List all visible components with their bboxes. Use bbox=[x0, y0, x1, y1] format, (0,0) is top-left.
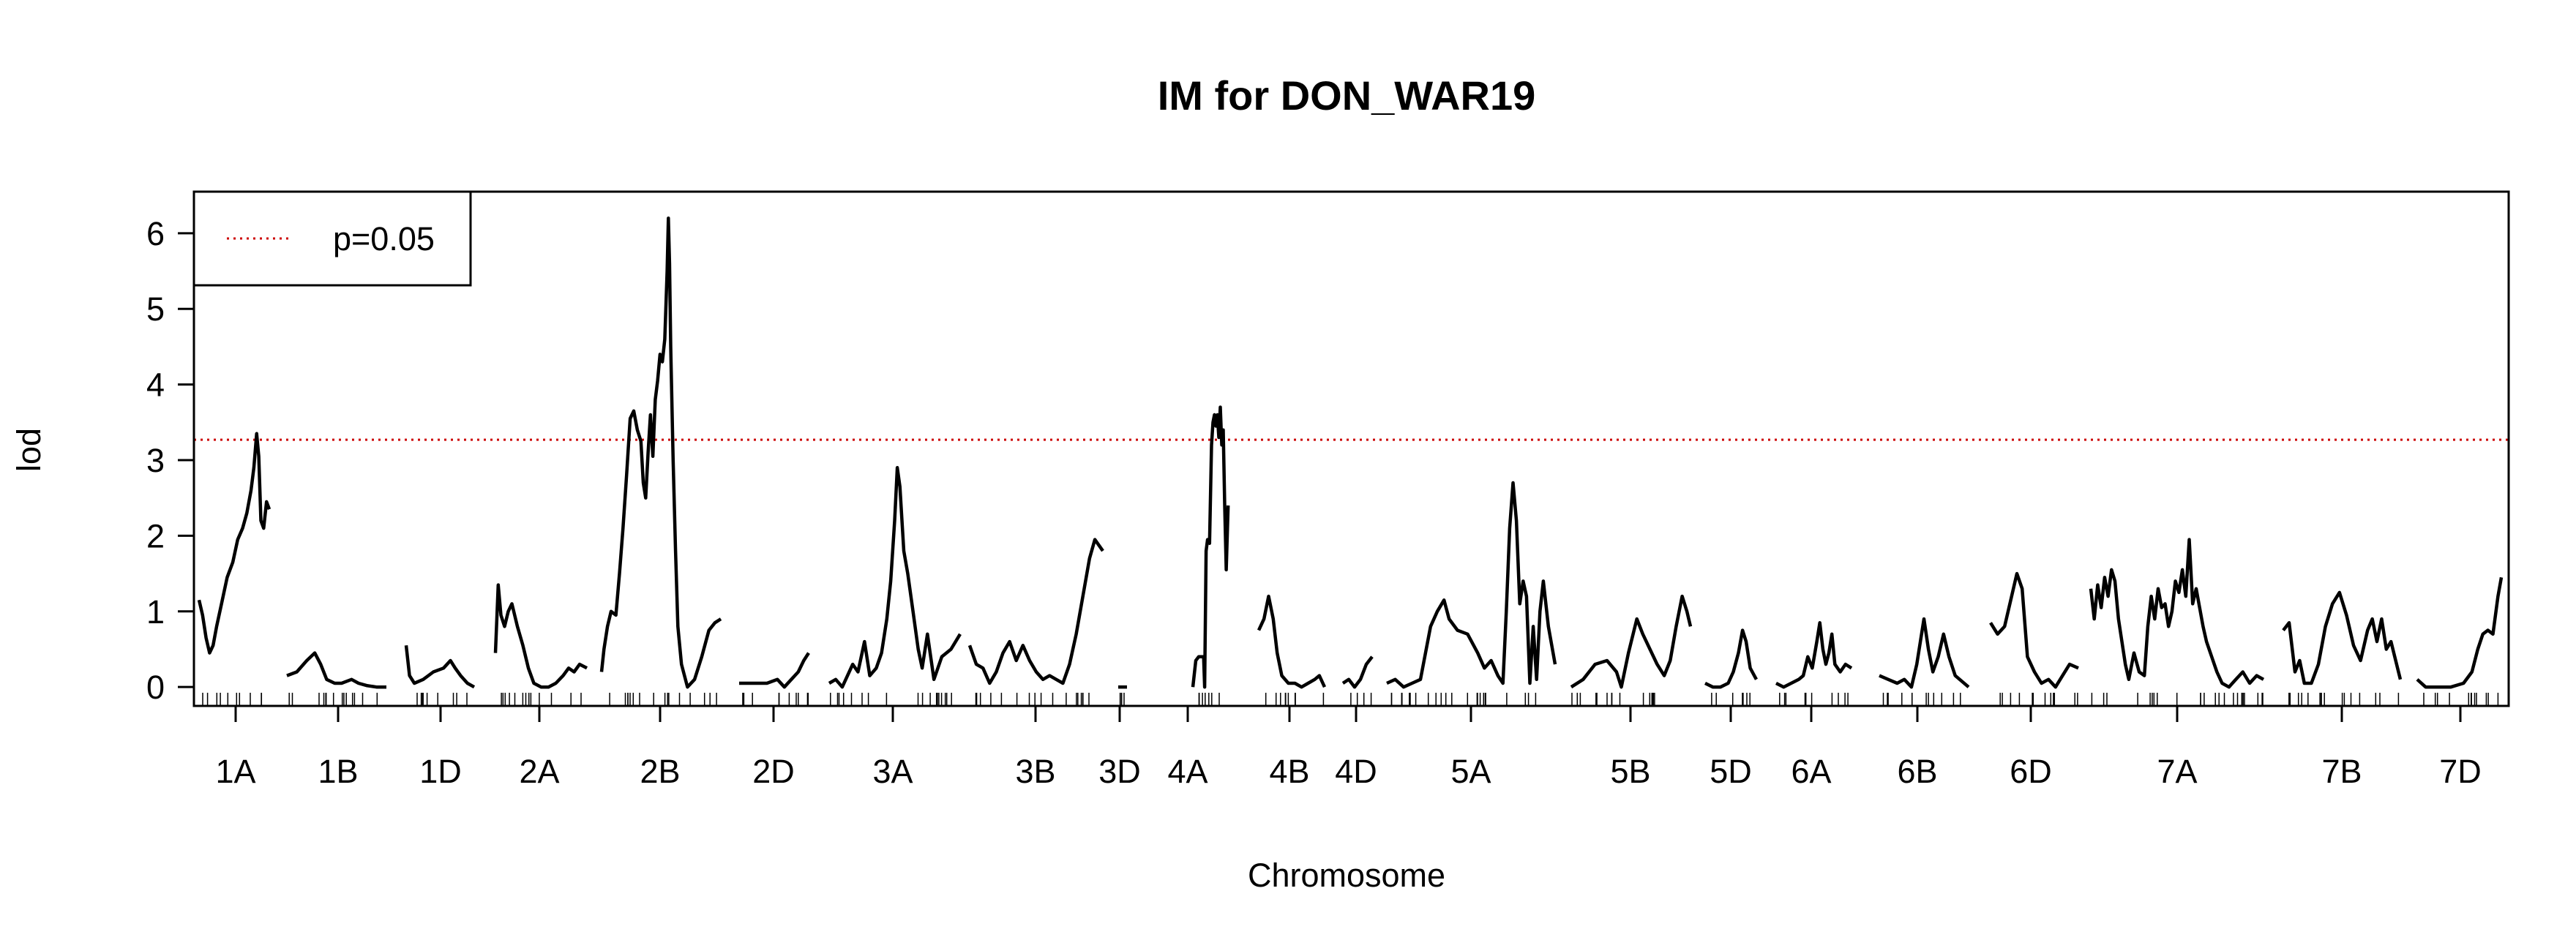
x-tick-label-3a: 3A bbox=[872, 753, 913, 790]
lod-curve-4b bbox=[1257, 594, 1327, 689]
y-tick-label: 0 bbox=[146, 669, 165, 706]
marker-rug-2b bbox=[609, 693, 717, 706]
marker-rug-1d bbox=[416, 693, 468, 706]
marker-rug-2a bbox=[501, 693, 582, 706]
lod-curve-4d bbox=[1341, 655, 1374, 689]
plot-frame bbox=[192, 190, 2510, 707]
lod-curve-6a bbox=[1775, 621, 1853, 689]
marker-rug-6d bbox=[1999, 693, 2078, 706]
lod-curve-7b bbox=[2282, 590, 2403, 685]
marker-rug-3d bbox=[1119, 693, 1125, 706]
y-tick-label: 3 bbox=[146, 442, 165, 479]
x-tick-label-5a: 5A bbox=[1450, 753, 1491, 790]
legend-label-threshold: p=0.05 bbox=[333, 220, 435, 257]
marker-rug-6b bbox=[1882, 693, 1961, 706]
y-tick-label: 6 bbox=[146, 215, 165, 252]
lod-curve-6d bbox=[1989, 571, 2079, 689]
plot-layer: 0 1 2 3 4 5 6 1A 1B 1D 2A 2B 2D 3A 3B 3D 4A 4B 4D 5A 5B 5D 6A 6… bbox=[146, 215, 2509, 790]
x-tick-label-5d: 5D bbox=[1710, 753, 1752, 790]
marker-rug-6a bbox=[1779, 693, 1849, 706]
lod-curve-3a bbox=[828, 466, 962, 689]
marker-rug-1a bbox=[202, 693, 263, 706]
marker-rug-7b bbox=[2288, 693, 2400, 706]
x-tick-label-5b: 5B bbox=[1610, 753, 1650, 790]
marker-rug-5b bbox=[1571, 693, 1655, 706]
x-tick-label-4a: 4A bbox=[1167, 753, 1208, 790]
lod-curve-2b bbox=[599, 216, 722, 689]
y-tick-label: 4 bbox=[146, 366, 165, 404]
lod-curve-1b bbox=[286, 651, 386, 689]
y-tick-label: 5 bbox=[146, 290, 165, 328]
marker-rug-2d bbox=[742, 693, 809, 706]
x-tick-label-2d: 2D bbox=[752, 753, 795, 790]
lod-curve-3b bbox=[967, 538, 1104, 685]
marker-rug-7a bbox=[2091, 693, 2264, 706]
x-tick-label-6a: 6A bbox=[1791, 753, 1831, 790]
chart-title: IM for DON_WAR19 bbox=[1158, 72, 1536, 119]
x-tick-label-2a: 2A bbox=[519, 753, 559, 790]
marker-rug-4b bbox=[1265, 693, 1325, 706]
y-axis-label: lod bbox=[10, 428, 48, 472]
marker-rug-4d bbox=[1350, 693, 1372, 706]
lod-curve-5d bbox=[1704, 628, 1758, 689]
x-tick-label-3b: 3B bbox=[1015, 753, 1055, 790]
x-tick-label-7b: 7B bbox=[2321, 753, 2362, 790]
x-tick-label-4d: 4D bbox=[1335, 753, 1377, 790]
x-tick-label-2b: 2B bbox=[640, 753, 680, 790]
lod-curve-7d bbox=[2416, 576, 2504, 689]
y-tick-label: 1 bbox=[146, 593, 165, 631]
lod-curve-1a bbox=[197, 432, 272, 655]
marker-rug-3a bbox=[830, 693, 952, 706]
lod-curve-2d bbox=[739, 652, 810, 689]
lod-curve-2a bbox=[493, 583, 588, 689]
x-tick-label-1b: 1B bbox=[318, 753, 358, 790]
marker-rug-1b bbox=[288, 693, 378, 706]
x-tick-label-4b: 4B bbox=[1269, 753, 1309, 790]
marker-rug-4a bbox=[1198, 693, 1220, 706]
y-tick-label: 2 bbox=[146, 517, 165, 554]
x-tick-label-3d: 3D bbox=[1098, 753, 1141, 790]
lod-curve-7a bbox=[2089, 538, 2265, 689]
x-tick-label-1a: 1A bbox=[215, 753, 255, 790]
lod-curve-4a bbox=[1191, 405, 1230, 689]
lod-curve-1d bbox=[404, 645, 476, 689]
legend: p=0.05 bbox=[192, 190, 472, 287]
marker-rug-5d bbox=[1711, 693, 1751, 706]
x-tick-label-6d: 6D bbox=[2010, 753, 2052, 790]
x-tick-label-1d: 1D bbox=[419, 753, 462, 790]
x-axis-label: Chromosome bbox=[1248, 857, 1445, 894]
marker-rug-3b bbox=[975, 693, 1090, 706]
marker-rug-7d bbox=[2423, 693, 2499, 706]
x-tick-label-6b: 6B bbox=[1897, 753, 1937, 790]
lod-curve-6b bbox=[1879, 617, 1970, 689]
lod-curve-5b bbox=[1570, 594, 1693, 689]
lod-curve-5a bbox=[1386, 481, 1557, 689]
x-tick-label-7a: 7A bbox=[2157, 753, 2197, 790]
marker-rug-5a bbox=[1390, 693, 1537, 706]
x-tick-label-7d: 7D bbox=[2439, 753, 2482, 790]
